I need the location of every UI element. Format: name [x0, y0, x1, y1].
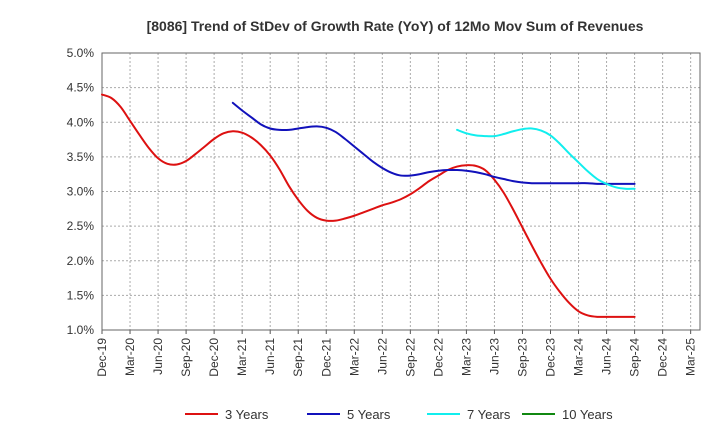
plot-frame [101, 52, 701, 331]
x-tick-label: Jun-22 [375, 338, 389, 375]
y-tick-label: 2.0% [67, 254, 95, 268]
x-tick-label: Mar-20 [123, 338, 137, 376]
plot-area [102, 53, 700, 330]
legend-label-7-years: 7 Years [467, 407, 511, 422]
x-tick-label: Sep-22 [403, 338, 417, 377]
legend-label-5-years: 5 Years [347, 407, 391, 422]
y-tick-label: 5.0% [67, 46, 95, 60]
y-tick-label: 1.0% [67, 323, 95, 337]
x-tick-label: Dec-23 [544, 338, 558, 377]
y-tick-label: 2.5% [67, 219, 95, 233]
y-tick-label: 3.0% [67, 185, 95, 199]
x-tick-label: Jun-23 [487, 338, 501, 375]
x-tick-label: Mar-22 [347, 338, 361, 376]
x-tick-label: Dec-19 [95, 338, 109, 377]
y-tick-label: 3.5% [67, 150, 95, 164]
y-tick-label: 4.5% [67, 81, 95, 95]
x-tick-label: Mar-25 [684, 338, 698, 376]
grid [101, 52, 700, 331]
x-tick-label: Dec-22 [431, 338, 445, 377]
chart-title: [8086] Trend of StDev of Growth Rate (Yo… [147, 18, 644, 34]
x-tick-label: Mar-21 [235, 338, 249, 376]
series-lines [101, 93, 636, 318]
x-tick-label: Dec-20 [207, 338, 221, 377]
axes: 1.0% 1.5% 2.0% 2.5% 3.0% 3.5% 4.0% 4.5% 5.0% Dec-… [67, 46, 701, 377]
series-line-5-years [231, 101, 636, 185]
x-tick-label: Dec-21 [319, 338, 333, 377]
x-tick-label: Sep-20 [179, 338, 193, 377]
x-tick-label: Sep-23 [515, 338, 529, 377]
legend-label-3-years: 3 Years [225, 407, 269, 422]
x-tick-label: Mar-23 [459, 338, 473, 376]
x-tick-label: Jun-24 [600, 338, 614, 375]
x-tick-label: Sep-21 [291, 338, 305, 377]
x-tick-label: Mar-24 [572, 338, 586, 376]
x-tick-label: Jun-21 [263, 338, 277, 375]
legend-label-10-years: 10 Years [562, 407, 613, 422]
series-line-3-years [101, 93, 636, 318]
x-tick-label: Jun-20 [151, 338, 165, 375]
y-tick-label: 1.5% [67, 288, 95, 302]
y-tick-label: 4.0% [67, 115, 95, 129]
x-tick-label: Dec-24 [656, 338, 670, 377]
x-tick-label: Sep-24 [628, 338, 642, 377]
legend: 3 Years 5 Years 7 Years 10 Years [185, 407, 613, 422]
series-line-7-years [456, 127, 636, 190]
